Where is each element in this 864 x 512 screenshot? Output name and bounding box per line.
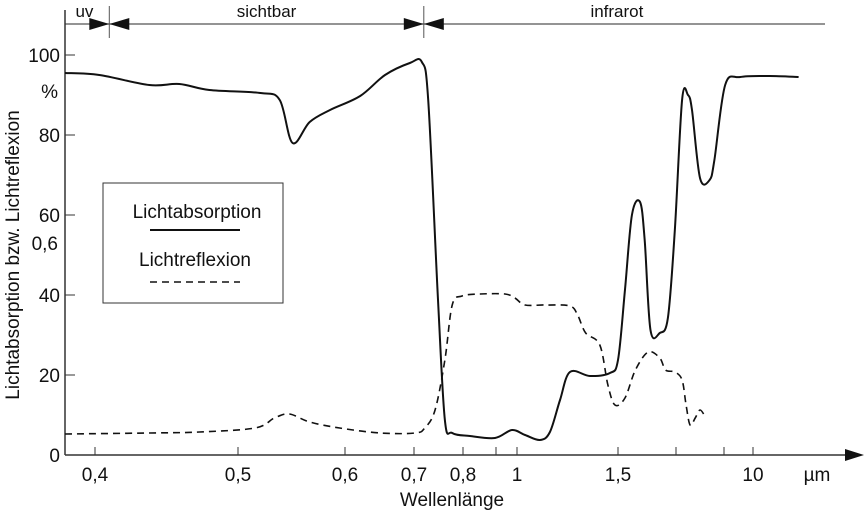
legend-label-reflection: Lichtreflexion: [139, 250, 251, 271]
x-axis-arrow-icon: [845, 449, 864, 461]
y-tick-label: 0: [49, 446, 60, 467]
arrow-right-icon: [403, 18, 424, 30]
arrow-left-icon: [109, 18, 130, 30]
series-line-reflection: [64, 292, 706, 435]
y-tick-label: 80: [39, 126, 60, 147]
series-lines: [64, 58, 799, 442]
x-tick-label: 10: [742, 465, 763, 486]
x-tick-label: 0,5: [225, 465, 251, 486]
region-label: sichtbar: [237, 2, 297, 21]
series-line-absorption: [64, 58, 799, 442]
x-tick-label: 1: [512, 465, 523, 486]
x-tick-label: 0,8: [450, 465, 476, 486]
x-tick-label: 0,7: [401, 465, 427, 486]
x-unit-label: µm: [804, 465, 831, 486]
arrow-right-icon: [89, 18, 110, 30]
y-axis-label: Lichtabsorption bzw. Lichtreflexion: [3, 110, 24, 399]
y-extra-label: 0,6: [32, 234, 58, 255]
x-tick-label: 0,6: [332, 465, 358, 486]
y-tick-label: 40: [39, 286, 60, 307]
y-extra-label: %: [41, 82, 58, 103]
legend: Lichtabsorption Lichtreflexion: [102, 182, 284, 304]
y-tick-label: 60: [39, 206, 60, 227]
region-label: infrarot: [590, 2, 643, 21]
x-axis-label: Wellenlänge: [400, 490, 504, 511]
arrow-left-icon: [423, 18, 444, 30]
region-bar: uv sichtbar infrarot: [65, 2, 825, 38]
region-label: uv: [75, 2, 93, 21]
axes: [64, 10, 864, 461]
x-tick-label: 0,4: [82, 465, 109, 486]
legend-label-absorption: Lichtabsorption: [133, 202, 262, 223]
y-tick-label: 100: [28, 46, 60, 67]
legend-box: [102, 182, 284, 304]
y-tick-label: 20: [39, 366, 60, 387]
x-tick-label: 1,5: [605, 465, 631, 486]
